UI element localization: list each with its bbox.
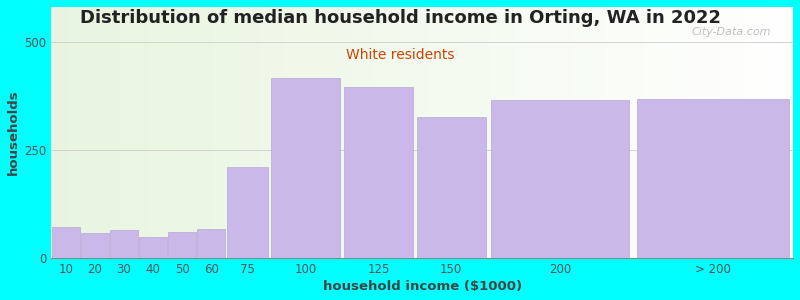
Text: Distribution of median household income in Orting, WA in 2022: Distribution of median household income … (79, 9, 721, 27)
Bar (417, 117, 486, 258)
Bar (271, 78, 340, 258)
Bar (637, 99, 789, 258)
Bar (81, 233, 109, 258)
Bar (168, 232, 196, 258)
Bar (110, 230, 138, 258)
Bar (198, 229, 225, 258)
Y-axis label: households: households (7, 90, 20, 175)
Bar (52, 227, 79, 258)
Bar (491, 100, 630, 258)
Text: City-Data.com: City-Data.com (691, 27, 771, 37)
Text: White residents: White residents (346, 48, 454, 62)
Bar (344, 87, 413, 258)
Bar (227, 167, 268, 258)
Bar (139, 237, 167, 258)
X-axis label: household income ($1000): household income ($1000) (322, 280, 522, 293)
